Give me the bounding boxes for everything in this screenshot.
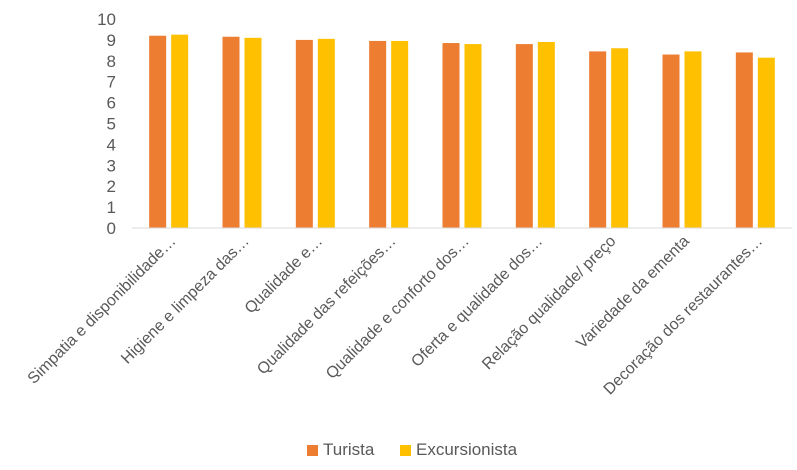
bar-excursionista-5	[464, 44, 482, 228]
bar-excursionista-2	[244, 37, 262, 229]
x-tick-label: Relação qualidade/ preço	[479, 233, 619, 373]
y-tick-label: 3	[107, 156, 116, 175]
y-tick-label: 7	[107, 73, 116, 92]
x-tick-label: Qualidade e conforto dos…	[323, 233, 473, 383]
x-tick-label: Higiene e limpeza das…	[118, 233, 253, 368]
x-tick-label: Qualidade das refeições…	[254, 233, 399, 378]
x-tick-label: Simpatia e disponibilidade…	[25, 233, 180, 388]
bar-excursionista-8	[684, 51, 702, 228]
y-tick-label: 6	[107, 94, 116, 113]
legend-label-turista: Turista	[323, 440, 375, 459]
y-tick-label: 0	[107, 219, 116, 238]
y-tick-label: 4	[107, 135, 116, 154]
y-tick-label: 10	[97, 10, 116, 29]
y-tick-label: 9	[107, 31, 116, 50]
legend: Turista Excursionista	[307, 440, 518, 459]
x-tick-label: Decoração dos restaurantes…	[601, 233, 766, 398]
y-tick-label: 2	[107, 177, 116, 196]
bars	[149, 34, 775, 229]
bar-excursionista-4	[391, 40, 409, 228]
legend-swatch-excursionista	[400, 445, 411, 456]
legend-label-excursionista: Excursionista	[416, 440, 518, 459]
bar-excursionista-6	[537, 41, 555, 228]
bar-excursionista-9	[757, 57, 775, 228]
y-tick-label: 5	[107, 115, 116, 134]
y-axis: 0 1 2 3 45 6 7 8 9 10	[97, 10, 116, 238]
bar-turista-3	[295, 39, 313, 229]
bar-excursionista-3	[317, 38, 335, 229]
bar-turista-4	[369, 40, 387, 228]
x-axis: Simpatia e disponibilidade…Higiene e lim…	[25, 233, 766, 399]
bar-turista-7	[589, 51, 607, 228]
bar-turista-9	[735, 52, 753, 228]
bar-excursionista-7	[611, 48, 629, 229]
legend-swatch-turista	[307, 445, 318, 456]
bar-turista-8	[662, 54, 680, 228]
bar-turista-5	[442, 43, 460, 228]
bar-turista-6	[515, 44, 533, 228]
x-tick-label: Oferta e qualidade dos…	[408, 233, 546, 371]
bar-turista-1	[149, 35, 167, 228]
y-tick-label: 8	[107, 52, 116, 71]
bar-turista-2	[222, 36, 240, 228]
bar-excursionista-1	[171, 34, 189, 228]
y-tick-label: 1	[107, 198, 116, 217]
x-tick-label: Qualidade e…	[242, 233, 326, 317]
